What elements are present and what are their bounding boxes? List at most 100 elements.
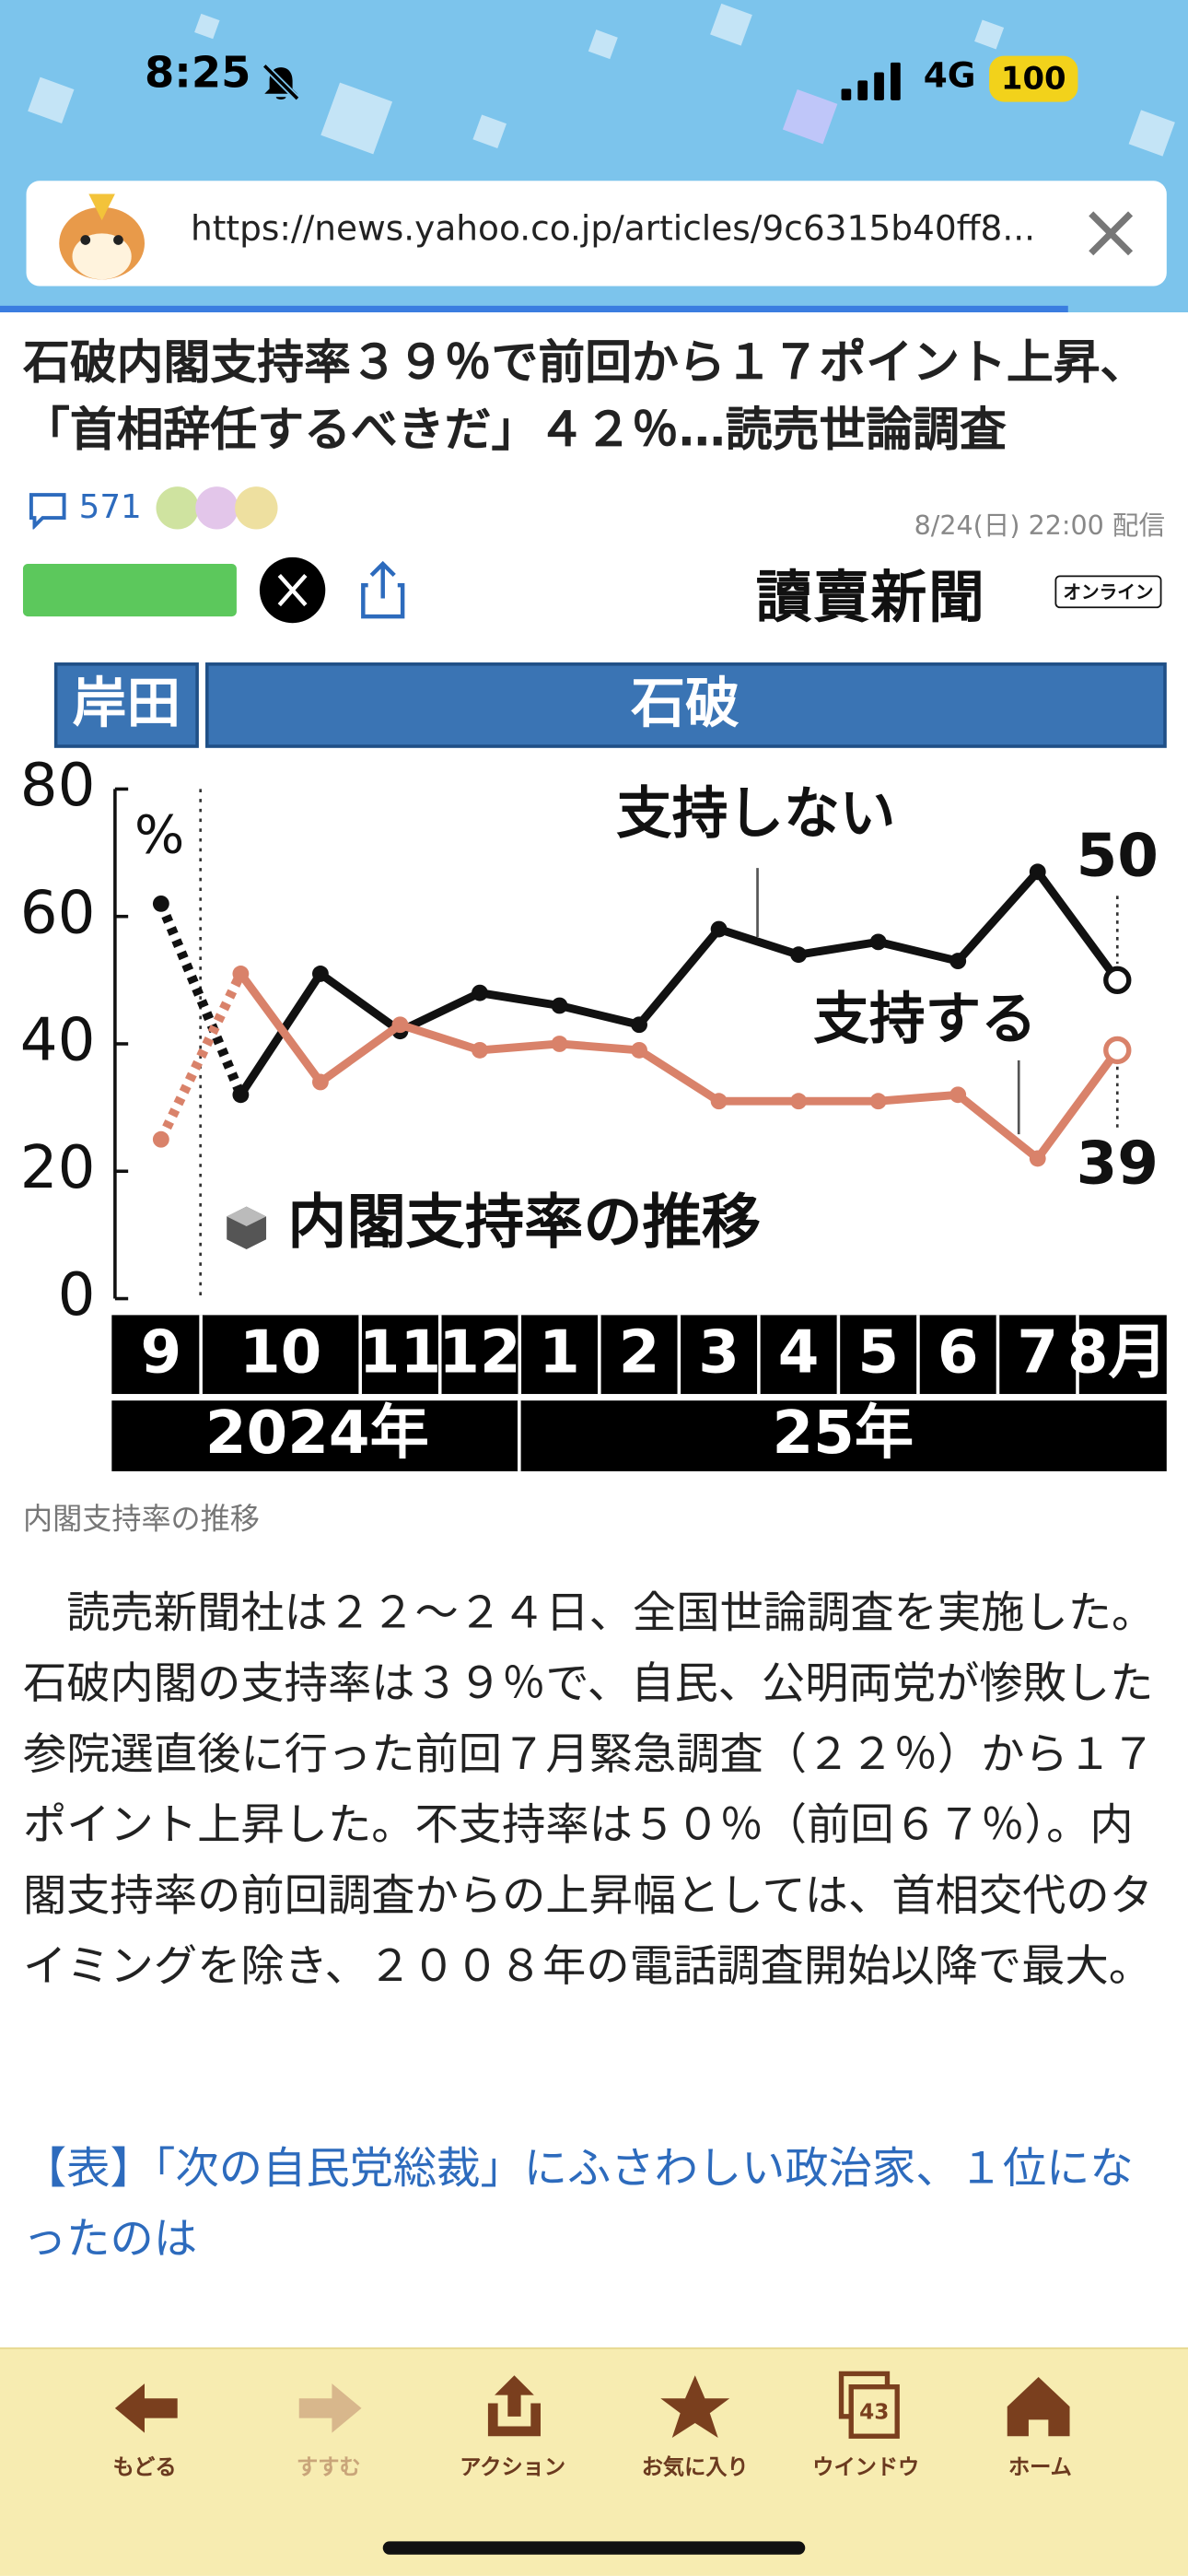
year-label: 2024年: [205, 1399, 429, 1468]
data-point: [152, 1130, 169, 1148]
x-tick-label: 10: [239, 1318, 321, 1388]
data-point: [790, 1093, 808, 1110]
series-line: [237, 971, 1121, 1163]
series-line: [157, 971, 246, 1142]
data-point: [472, 984, 488, 1001]
url-bar[interactable]: [26, 181, 1167, 287]
close-icon[interactable]: [1085, 207, 1137, 260]
comment-icon[interactable]: [27, 490, 69, 530]
window-count: 43: [859, 2400, 889, 2425]
mute-icon: [262, 63, 300, 101]
period-label: 岸田: [73, 671, 181, 734]
forward-icon[interactable]: [298, 2383, 362, 2433]
data-point: [1103, 966, 1132, 995]
toolbar-label[interactable]: ホーム: [1007, 2455, 1072, 2481]
share-icon[interactable]: [358, 559, 408, 622]
x-tick-label: 1: [539, 1318, 580, 1388]
series-line: [237, 867, 1121, 1097]
year-band: [111, 1400, 1167, 1471]
y-tick-label: 60: [20, 878, 96, 947]
x-share[interactable]: [258, 556, 327, 625]
home-icon[interactable]: [1007, 2376, 1070, 2437]
data-point: [472, 1041, 488, 1059]
data-point: [710, 920, 728, 938]
year-label: 25年: [773, 1399, 914, 1468]
x-tick-label: 4: [778, 1318, 820, 1388]
period-bar: [205, 662, 1167, 748]
period-label: 石破: [631, 671, 740, 734]
related-link[interactable]: 【表】「次の自民党総裁」にふさわしい政治家、１位になったのは: [22, 2143, 1134, 2266]
window-icon[interactable]: [848, 2384, 900, 2439]
clock: 8:25: [145, 49, 251, 100]
x-tick-label: 12: [438, 1318, 520, 1388]
toolbar-icons: 43: [114, 2371, 1070, 2439]
x-tick-label: 8月: [1067, 1318, 1168, 1388]
data-point: [312, 966, 329, 982]
battery: 100: [989, 55, 1078, 102]
series-line: [156, 901, 246, 1097]
signal-icon: [841, 62, 901, 100]
period-bar: [53, 662, 199, 748]
data-point: [551, 997, 568, 1014]
back-icon[interactable]: [114, 2383, 178, 2433]
x-tick-label: 3: [698, 1318, 740, 1388]
series-label: 支持しない: [616, 781, 895, 846]
url[interactable]: https://news.yahoo.co.jp/articles/9c6315…: [190, 208, 1036, 249]
data-point: [232, 966, 250, 982]
toolbar-label[interactable]: すすむ: [297, 2455, 361, 2481]
data-point: [551, 1036, 568, 1052]
image-caption: 内閣支持率の推移: [22, 1502, 260, 1538]
data-point: [631, 1041, 647, 1059]
data-point: [869, 1093, 887, 1110]
hamster-icon: [59, 193, 146, 280]
reaction-icons: [156, 486, 278, 530]
end-label: 50: [1077, 822, 1159, 891]
y-unit: %: [134, 805, 184, 866]
y-tick-label: 40: [20, 1006, 96, 1075]
x-tick-label: 6: [938, 1318, 979, 1388]
data-point: [1029, 863, 1046, 881]
x-tick-label: 7: [1017, 1318, 1058, 1388]
data-point: [949, 953, 967, 970]
publish-date: 8/24(日) 22:00 配信: [914, 509, 1166, 542]
favorite-icon[interactable]: [660, 2375, 730, 2439]
article-body: 読売新聞社は２２～２４日、全国世論調査を実施した。石破内閣の支持率は３９％で、自…: [22, 1587, 1156, 1993]
toolbar-label[interactable]: ウインドウ: [812, 2455, 920, 2481]
publisher-logo: 讀賣新聞: [755, 565, 986, 632]
y-tick-label: 20: [20, 1133, 96, 1202]
x-tick-label: 9: [141, 1318, 182, 1388]
action-icon[interactable]: [487, 2375, 542, 2437]
toolbar: [0, 2347, 1188, 2576]
x-tick-label: 2: [619, 1318, 660, 1388]
article-title: 石破内閣支持率３９％で前回から１７ポイント上昇、「首相辞任するべきだ」４２％…読…: [22, 334, 1147, 458]
month-band: [111, 1315, 1167, 1395]
y-tick-label: 80: [20, 751, 96, 820]
data-point: [790, 946, 808, 964]
home-indicator: [382, 2541, 806, 2555]
chart: 岸田 石破 % 内閣支持率の推移 支持しない 支持する 2024年 25年 0 2…: [20, 662, 1168, 1471]
toolbar-label[interactable]: お気に入り: [641, 2455, 749, 2481]
end-label: 39: [1077, 1129, 1159, 1198]
data-point: [869, 933, 887, 951]
x-tick-label: 11: [359, 1318, 441, 1388]
publisher-tag: オンライン: [1054, 575, 1162, 609]
share-button[interactable]: [22, 563, 237, 617]
data-point: [631, 1016, 647, 1034]
data-point: [312, 1073, 329, 1091]
x-tick-label: 5: [857, 1318, 899, 1388]
network: 4G: [923, 55, 976, 96]
cube-icon: [227, 1206, 267, 1227]
data-point: [1103, 1036, 1132, 1065]
data-point: [949, 1086, 967, 1104]
data-point: [1029, 1150, 1046, 1167]
data-point: [710, 1093, 728, 1110]
chart-title: 内閣支持率の推移: [287, 1188, 761, 1258]
data-point: [232, 1086, 250, 1104]
data-point: [152, 895, 169, 912]
comment-count[interactable]: 571: [78, 486, 142, 526]
toolbar-label[interactable]: もどる: [112, 2455, 177, 2481]
data-point: [391, 1016, 409, 1034]
toolbar-label[interactable]: アクション: [460, 2455, 566, 2481]
